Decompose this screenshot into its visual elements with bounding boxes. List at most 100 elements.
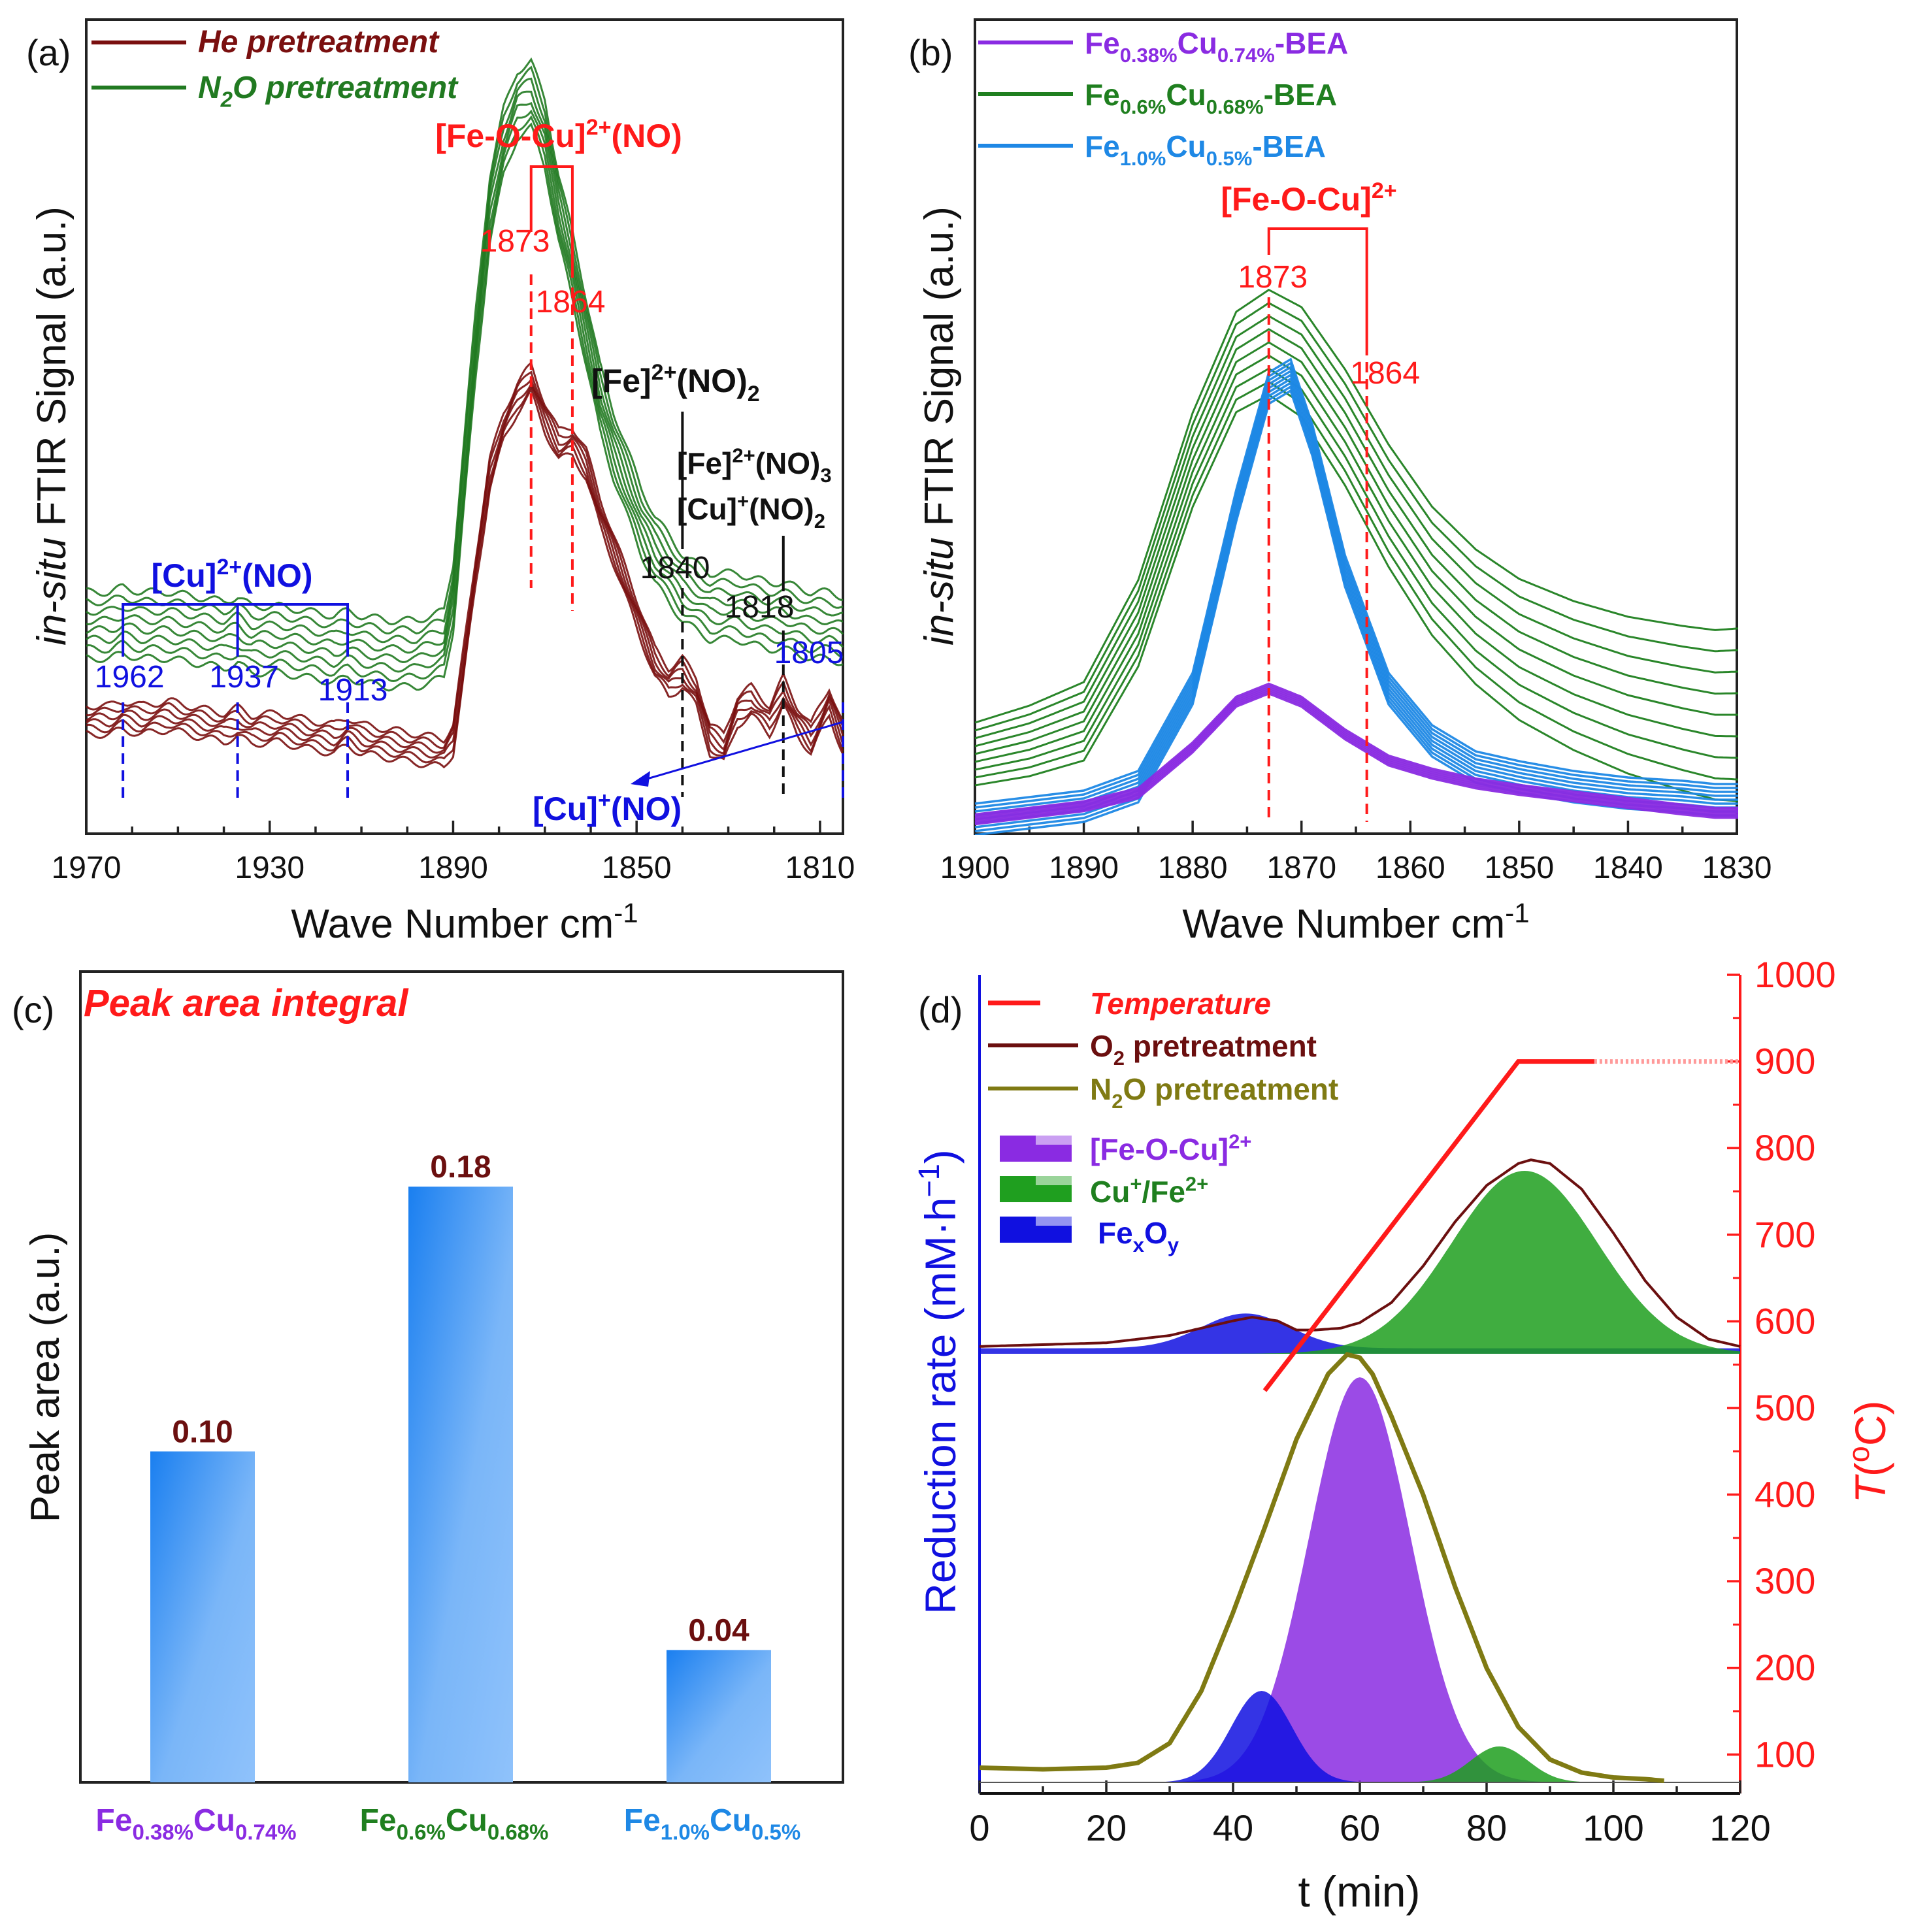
label-fe-no3-part-1: 2+ bbox=[732, 444, 755, 467]
bar-category-label-1: Fe0.6%Cu0.68% bbox=[360, 1803, 549, 1844]
bracket-b bbox=[1267, 227, 1368, 345]
legend-d-cu-fe-label-part-0: Cu bbox=[1090, 1175, 1130, 1209]
legend-n2o-label: N2O pretreatment bbox=[198, 71, 459, 111]
label-1913: 1913 bbox=[318, 673, 388, 708]
legend-d-temp-label-part-0: Temperature bbox=[1090, 987, 1271, 1021]
panel-a-plot-area bbox=[86, 57, 844, 769]
bar-category-label-0-part-2: Cu bbox=[193, 1803, 235, 1838]
panel-c-tag: (c) bbox=[12, 989, 54, 1030]
label-1805: 1805 bbox=[774, 636, 844, 670]
panel-b-xlabel-part-0: Wave Number cm bbox=[1182, 902, 1505, 947]
panel-d-ylabel-left: Reduction rate (mM·h−1) bbox=[912, 1149, 964, 1614]
panel-d-y2tick-label: 900 bbox=[1755, 1041, 1815, 1082]
panel-a-xtick-label: 1850 bbox=[602, 851, 672, 885]
panel-d-y2tick-label: 400 bbox=[1755, 1474, 1815, 1515]
label-cu-no2: [Cu]+(NO)2 bbox=[677, 490, 825, 532]
label-1873: 1873 bbox=[480, 224, 550, 259]
panel-a-ylabel: in-situ FTIR Signal (a.u.) bbox=[29, 206, 74, 646]
legend-b-label-0-part-4: -BEA bbox=[1275, 26, 1348, 60]
panel-d-xtick-label: 40 bbox=[1213, 1807, 1253, 1848]
panel-d-y2tick-label: 100 bbox=[1755, 1733, 1815, 1775]
label-fe-no2-part-1: 2+ bbox=[651, 360, 677, 385]
bar-category-label-1-part-0: Fe bbox=[360, 1803, 397, 1838]
panel-d-ylabel-right-part-1: ( bbox=[1846, 1462, 1894, 1477]
panel-d: 0 20 40 60 80 100 120 100 200 300 400 500 600 700 800 9… bbox=[912, 954, 1894, 1916]
label-b-fe-o-cu-part-1: 2+ bbox=[1372, 178, 1397, 203]
label-fe-no3-part-0: [Fe] bbox=[677, 446, 732, 480]
legend-n2o-label-part-2: O pretreatment bbox=[233, 71, 459, 105]
label-cu-plus-no: [Cu]+(NO) bbox=[533, 788, 682, 827]
legend-d-cu-fe-label-part-1: + bbox=[1130, 1173, 1142, 1196]
panel-a-xlabel-part-0: Wave Number cm bbox=[291, 902, 614, 947]
panel-d-xlabel-part-0: t (min) bbox=[1298, 1867, 1421, 1916]
label-fe-o-cu-no: [Fe-O-Cu]2+(NO) bbox=[435, 115, 682, 154]
panel-a-series-0-curve bbox=[86, 378, 844, 754]
bar-value-label-0: 0.10 bbox=[172, 1415, 233, 1449]
panel-d-y2tick-label: 300 bbox=[1755, 1560, 1815, 1601]
bar-category-label-2-part-0: Fe bbox=[624, 1803, 661, 1838]
panel-d-ylabel-right-part-3: C) bbox=[1846, 1401, 1894, 1447]
legend-he-label: He pretreatment bbox=[198, 25, 440, 59]
panel-a-tag: (a) bbox=[26, 32, 71, 73]
bar-value-label-1: 0.18 bbox=[430, 1150, 491, 1185]
bar-category-label-2-part-1: 1.0% bbox=[661, 1820, 710, 1844]
legend-b-label-0-part-1: 0.38% bbox=[1120, 44, 1178, 67]
panel-a-xtick-label: 1930 bbox=[235, 851, 305, 885]
label-cu-no2-part-1: + bbox=[737, 490, 749, 513]
label-cu-no2-part-2: (NO) bbox=[749, 492, 814, 526]
label-1937: 1937 bbox=[209, 660, 279, 695]
panel-a-tag-part-0: (a) bbox=[26, 32, 71, 73]
legend-b-label-0-part-0: Fe bbox=[1085, 26, 1120, 60]
label-fe-o-cu-no-part-0: [Fe-O-Cu] bbox=[435, 118, 586, 154]
panel-b-tag-part-0: (b) bbox=[908, 32, 953, 73]
panel-a-xtick-label: 1810 bbox=[785, 851, 855, 885]
legend-he-label-part-0: He pretreatment bbox=[198, 25, 440, 59]
panel-b-xtick-label: 1860 bbox=[1376, 851, 1445, 885]
legend-b-label-2-part-2: Cu bbox=[1166, 129, 1206, 163]
bar-value-label-0-part-0: 0.10 bbox=[172, 1415, 233, 1449]
legend-d-fexoy-label: FexOy bbox=[1098, 1216, 1179, 1256]
label-1864: 1864 bbox=[536, 285, 606, 319]
bar-category-label-0-part-0: Fe bbox=[95, 1803, 132, 1838]
legend-n2o-label-part-1: 2 bbox=[220, 87, 233, 111]
panel-b-xlabel-part-1: -1 bbox=[1505, 897, 1529, 928]
legend-b-label-2-part-3: 0.5% bbox=[1206, 147, 1253, 170]
label-fe-no2: [Fe]2+(NO)2 bbox=[591, 360, 760, 406]
legend-d-n2o-label-part-0: N bbox=[1090, 1072, 1112, 1106]
panel-b-xtick-label: 1900 bbox=[940, 851, 1010, 885]
panel-c-tag-part-0: (c) bbox=[12, 989, 54, 1030]
legend-d-fexoy-swatch-highlight bbox=[1036, 1217, 1072, 1226]
legend-b-label-1-part-3: 0.68% bbox=[1206, 95, 1264, 118]
label-cu2-no: [Cu]2+(NO) bbox=[151, 555, 312, 594]
legend-d-o2-label-part-2: pretreatment bbox=[1125, 1029, 1317, 1063]
panel-b-series-0-curve bbox=[974, 690, 1738, 824]
legend-d-fe-o-cu-label-part-1: 2+ bbox=[1228, 1130, 1251, 1153]
label-cu-plus-no-part-2: (NO) bbox=[611, 791, 682, 827]
panel-d-xtick-label: 100 bbox=[1583, 1807, 1643, 1848]
bar-2 bbox=[667, 1650, 771, 1782]
panel-d-y2tick-label: 1000 bbox=[1755, 954, 1836, 995]
panel-a-ylabel-part-0: in-situ bbox=[29, 538, 74, 646]
label-fe-o-cu-no-part-1: 2+ bbox=[586, 115, 612, 140]
panel-d-y2tick-label: 500 bbox=[1755, 1387, 1815, 1428]
label-b-1864-part-0: 1864 bbox=[1350, 356, 1420, 391]
panel-b-tag: (b) bbox=[908, 32, 953, 73]
panel-b-xtick-label: 1850 bbox=[1484, 851, 1554, 885]
bar-category-label-2-part-3: 0.5% bbox=[751, 1820, 800, 1844]
panel-b-series-1-curve bbox=[974, 367, 1738, 771]
label-fe-no2-part-0: [Fe] bbox=[591, 363, 651, 399]
panel-a-xlabel: Wave Number cm-1 bbox=[291, 897, 638, 947]
panel-a: 1970 1930 1890 1850 1810[Fe-O-Cu]2+(NO)18731… bbox=[26, 18, 855, 947]
area-n2o-fe-o-cu bbox=[980, 1377, 1664, 1782]
panel-b-xtick-label: 1890 bbox=[1049, 851, 1119, 885]
panel-d-y2tick-label: 200 bbox=[1755, 1647, 1815, 1688]
area-o2-cu-fe bbox=[980, 1171, 1740, 1354]
legend-b-label-1-part-0: Fe bbox=[1085, 78, 1120, 112]
bar-value-label-2-part-0: 0.04 bbox=[688, 1613, 750, 1648]
legend-b-label-0-part-2: Cu bbox=[1178, 26, 1217, 60]
panel-a-series-0-curve bbox=[86, 361, 844, 744]
bar-category-label-0-part-1: 0.38% bbox=[132, 1820, 193, 1844]
bar-1 bbox=[408, 1187, 513, 1782]
bar-category-label-1-part-3: 0.68% bbox=[487, 1820, 549, 1844]
panel-d-y2tick-label: 700 bbox=[1755, 1214, 1815, 1255]
